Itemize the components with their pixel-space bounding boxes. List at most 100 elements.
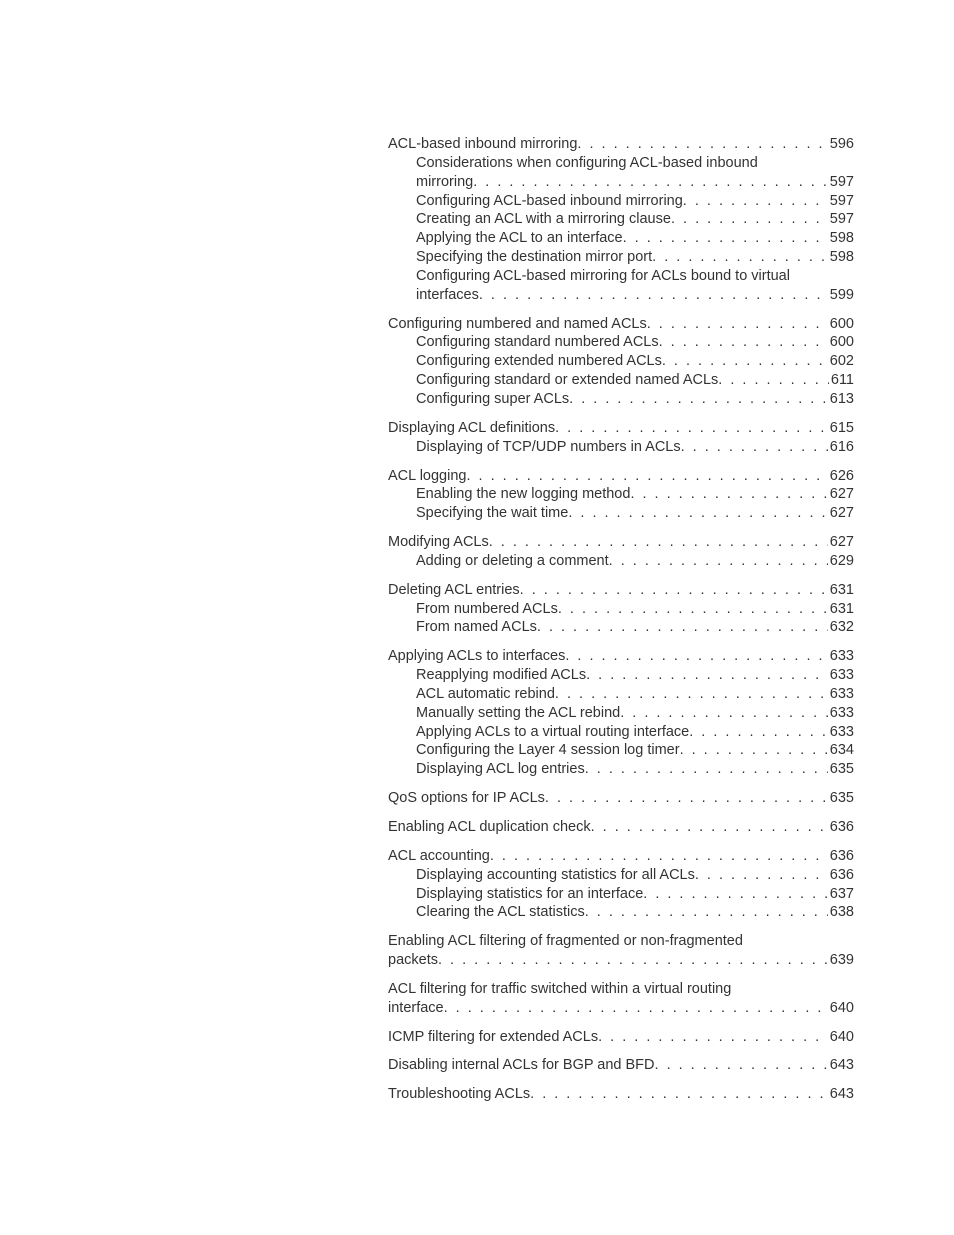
toc-title: Configuring extended numbered ACLs [416, 352, 662, 371]
page: ACL-based inbound mirroring596Considerat… [0, 0, 954, 1235]
toc-page: 633 [828, 723, 854, 742]
toc-dots [558, 600, 828, 619]
toc-dots [438, 951, 828, 970]
toc-entry: Displaying ACL definitions 615 [388, 419, 854, 438]
toc-page: 640 [828, 1028, 854, 1047]
toc-entry: Configuring ACL-based inbound mirroring5… [416, 192, 854, 211]
toc-page: 599 [828, 286, 854, 305]
toc-group: Enabling ACL filtering of fragmented or … [388, 932, 854, 970]
toc-title: ACL filtering for traffic switched withi… [388, 981, 731, 997]
toc-entry: ICMP filtering for extended ACLs 640 [388, 1028, 854, 1047]
toc-page: 633 [828, 647, 854, 666]
toc-page: 598 [828, 248, 854, 267]
toc-dots [643, 885, 828, 904]
toc-page: 632 [828, 618, 854, 637]
toc-group: ICMP filtering for extended ACLs 640 [388, 1028, 854, 1047]
toc-dots [671, 210, 828, 229]
toc-entry: Specifying the wait time627 [416, 504, 854, 523]
toc-page: 643 [828, 1085, 854, 1104]
toc-page: 613 [828, 390, 854, 409]
toc-title: Configuring numbered and named ACLs [388, 315, 647, 334]
toc-title-cont: interfaces [416, 286, 479, 305]
toc-title: Displaying ACL log entries [416, 760, 585, 779]
toc-entry: Configuring extended numbered ACLs 602 [416, 352, 854, 371]
toc-page: 643 [828, 1056, 854, 1075]
toc-group: ACL logging626Enabling the new logging m… [388, 467, 854, 524]
toc-page: 627 [828, 504, 854, 523]
toc-dots [623, 229, 828, 248]
toc-title: Configuring standard numbered ACLs [416, 333, 659, 352]
toc-title: Configuring the Layer 4 session log time… [416, 741, 680, 760]
toc-entry: Enabling ACL duplication check636 [388, 818, 854, 837]
toc-dots [585, 903, 828, 922]
toc-container: ACL-based inbound mirroring596Considerat… [388, 135, 854, 1104]
toc-group: ACL-based inbound mirroring596Considerat… [388, 135, 854, 305]
toc-page: 640 [828, 999, 854, 1018]
toc-page: 602 [828, 352, 854, 371]
toc-title: Displaying ACL definitions [388, 419, 555, 438]
toc-entry: interfaces 599 [416, 286, 854, 305]
toc-entry: From named ACLs632 [416, 618, 854, 637]
toc-group: Displaying ACL definitions615Displaying … [388, 419, 854, 457]
toc-page: 636 [828, 818, 854, 837]
toc-title-cont: packets [388, 951, 438, 970]
toc-page: 627 [828, 533, 854, 552]
toc-dots [537, 618, 828, 637]
toc-title: Enabling ACL filtering of fragmented or … [388, 933, 743, 949]
toc-title: Displaying accounting statistics for all… [416, 866, 695, 885]
toc-page: 637 [828, 885, 854, 904]
toc-title: Applying ACLs to interfaces [388, 647, 565, 666]
toc-dots [489, 533, 828, 552]
toc-entry-wrap: Configuring ACL-based mirroring for ACLs… [416, 267, 854, 286]
toc-page: 615 [828, 419, 854, 438]
toc-entry: Deleting ACL entries631 [388, 581, 854, 600]
toc-page: 600 [828, 333, 854, 352]
toc-title: Configuring super ACLs [416, 390, 569, 409]
toc-title: Displaying statistics for an interface [416, 885, 643, 904]
toc-title: From numbered ACLs [416, 600, 558, 619]
toc-page: 633 [828, 666, 854, 685]
toc-title: Configuring ACL-based mirroring for ACLs… [416, 268, 790, 284]
toc-page: 639 [828, 951, 854, 970]
toc-title: Displaying of TCP/UDP numbers in ACLs [416, 438, 681, 457]
toc-title: ICMP filtering for extended ACLs [388, 1028, 598, 1047]
toc-title: Manually setting the ACL rebind [416, 704, 620, 723]
toc-page: 629 [828, 552, 854, 571]
toc-group: Troubleshooting ACLs 643 [388, 1085, 854, 1104]
toc-title: Clearing the ACL statistics [416, 903, 585, 922]
toc-page: 636 [828, 866, 854, 885]
toc-page: 638 [828, 903, 854, 922]
toc-entry: Displaying of TCP/UDP numbers in ACLs616 [416, 438, 854, 457]
toc-entry: Troubleshooting ACLs 643 [388, 1085, 854, 1104]
toc-title: Troubleshooting ACLs [388, 1085, 530, 1104]
toc-entry: Disabling internal ACLs for BGP and BFD6… [388, 1056, 854, 1075]
toc-dots [609, 552, 828, 571]
toc-dots [655, 1056, 828, 1075]
toc-title: Specifying the destination mirror port [416, 248, 652, 267]
toc-entry: Applying the ACL to an interface598 [416, 229, 854, 248]
toc-group: ACL accounting636Displaying accounting s… [388, 847, 854, 922]
toc-dots [591, 818, 828, 837]
toc-entry: ACL accounting636 [388, 847, 854, 866]
toc-page: 597 [828, 173, 854, 192]
toc-dots [555, 685, 828, 704]
toc-group: Configuring numbered and named ACLs600Co… [388, 315, 854, 409]
toc-entry: QoS options for IP ACLs635 [388, 789, 854, 808]
toc-entry: interface640 [388, 999, 854, 1018]
toc-title: ACL accounting [388, 847, 490, 866]
toc-dots [568, 504, 827, 523]
toc-title: Reapplying modified ACLs [416, 666, 586, 685]
toc-title: Applying ACLs to a virtual routing inter… [416, 723, 689, 742]
toc-entry: ACL-based inbound mirroring596 [388, 135, 854, 154]
toc-entry: Applying ACLs to interfaces 633 [388, 647, 854, 666]
toc-entry: Modifying ACLs 627 [388, 533, 854, 552]
toc-dots [652, 248, 828, 267]
toc-entry: Displaying ACL log entries635 [416, 760, 854, 779]
toc-group: Modifying ACLs627Adding or deleting a co… [388, 533, 854, 571]
toc-title: Modifying ACLs [388, 533, 489, 552]
toc-entry: ACL automatic rebind633 [416, 685, 854, 704]
toc-entry: ACL logging626 [388, 467, 854, 486]
toc-entry: Displaying accounting statistics for all… [416, 866, 854, 885]
toc-entry: Clearing the ACL statistics 638 [416, 903, 854, 922]
toc-entry: Configuring numbered and named ACLs600 [388, 315, 854, 334]
